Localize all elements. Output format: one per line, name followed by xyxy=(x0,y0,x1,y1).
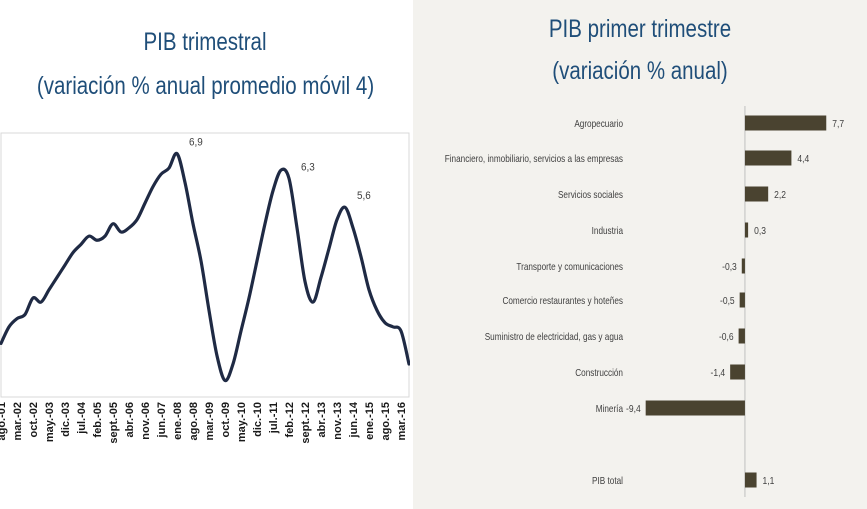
bar xyxy=(744,472,757,488)
category-label: Financiero, inmobiliario, servicios a la… xyxy=(445,153,624,164)
left-chart-title: PIB trimestral xyxy=(143,28,267,56)
category-label: Transporte y comunicaciones xyxy=(516,261,623,272)
bar xyxy=(744,222,749,238)
x-tick-label: may.-10 xyxy=(236,402,248,442)
x-tick-label: sept.-12 xyxy=(300,402,312,444)
bar xyxy=(738,328,745,344)
line-chart: 6,96,35,61,8ago.-01mar.-02oct.-02may.-03… xyxy=(0,132,410,444)
x-tick-label: mar.-02 xyxy=(12,402,24,441)
right-chart-panel: PIB primer trimestre (variación % anual)… xyxy=(413,0,867,509)
x-tick-label: dic.-10 xyxy=(252,402,264,437)
bar xyxy=(730,364,745,380)
data-label: 5,6 xyxy=(357,191,371,203)
x-tick-label: ene.-08 xyxy=(172,402,184,440)
left-chart-panel: PIB trimestral (variación % anual promed… xyxy=(0,0,410,509)
x-tick-label: feb.-12 xyxy=(284,402,296,437)
bar xyxy=(739,292,745,308)
category-label: PIB total xyxy=(592,475,623,486)
x-tick-label: mar.-16 xyxy=(396,402,408,441)
x-tick-label: jun.-14 xyxy=(348,401,360,438)
x-tick-label: abr.-13 xyxy=(316,402,328,437)
x-tick-label: nov.-13 xyxy=(332,402,344,440)
category-label: Industria xyxy=(592,225,624,236)
value-label: -0,5 xyxy=(720,295,735,306)
x-tick-label: abr.-06 xyxy=(124,402,136,437)
x-tick-label: ago.-08 xyxy=(188,402,200,441)
right-chart-title: PIB primer trimestre xyxy=(548,15,732,43)
bar xyxy=(744,115,827,131)
value-label: 4,4 xyxy=(797,153,809,164)
x-tick-label: feb.-05 xyxy=(92,402,104,437)
value-label: 2,2 xyxy=(774,189,786,200)
x-tick-label: mar.-09 xyxy=(204,402,216,441)
bar xyxy=(645,400,745,416)
x-tick-label: ago.-01 xyxy=(0,402,8,441)
category-label: Agropecuario xyxy=(574,118,623,129)
bar xyxy=(744,150,792,166)
x-tick-label: dic.-03 xyxy=(60,402,72,437)
x-tick-label: oct.-02 xyxy=(28,402,40,437)
value-label: 7,7 xyxy=(832,118,844,129)
x-tick-label: nov.-06 xyxy=(140,402,152,440)
left-chart-subtitle: (variación % anual promedio móvil 4) xyxy=(36,72,375,100)
category-label: Comercio restaurantes y hoteñes xyxy=(502,295,623,306)
data-label: 6,9 xyxy=(189,137,203,149)
value-label: 0,3 xyxy=(754,225,766,236)
x-tick-label: sept.-05 xyxy=(108,402,120,444)
category-label: Construcción xyxy=(575,367,623,378)
x-tick-label: oct.-09 xyxy=(220,402,232,437)
value-label: -9,4 xyxy=(626,403,641,414)
bar xyxy=(741,258,745,274)
value-label: 1,1 xyxy=(763,475,775,486)
x-tick-label: ago.-15 xyxy=(380,402,392,441)
right-chart-subtitle: (variación % anual) xyxy=(552,57,728,85)
series-line xyxy=(0,151,410,383)
value-label: -1,4 xyxy=(711,367,726,378)
value-label: -0,6 xyxy=(719,331,734,342)
category-label: Suministro de electricidad, gas y agua xyxy=(485,331,624,342)
bar-chart: Agropecuario 7,7 Financiero, inmobiliario,… xyxy=(445,106,844,497)
category-label: Servicios sociales xyxy=(558,189,623,200)
x-tick-label: jul.-11 xyxy=(268,402,280,434)
x-tick-label: jun.-07 xyxy=(156,402,168,438)
x-tick-label: may.-03 xyxy=(44,402,56,442)
x-tick-label: ene.-15 xyxy=(364,402,376,440)
data-label: 6,3 xyxy=(301,162,315,174)
plot-area-border xyxy=(0,132,410,398)
bar xyxy=(744,186,769,202)
category-label: Minería xyxy=(596,403,624,414)
value-label: -0,3 xyxy=(722,261,737,272)
x-tick-label: jul.-04 xyxy=(76,401,88,435)
